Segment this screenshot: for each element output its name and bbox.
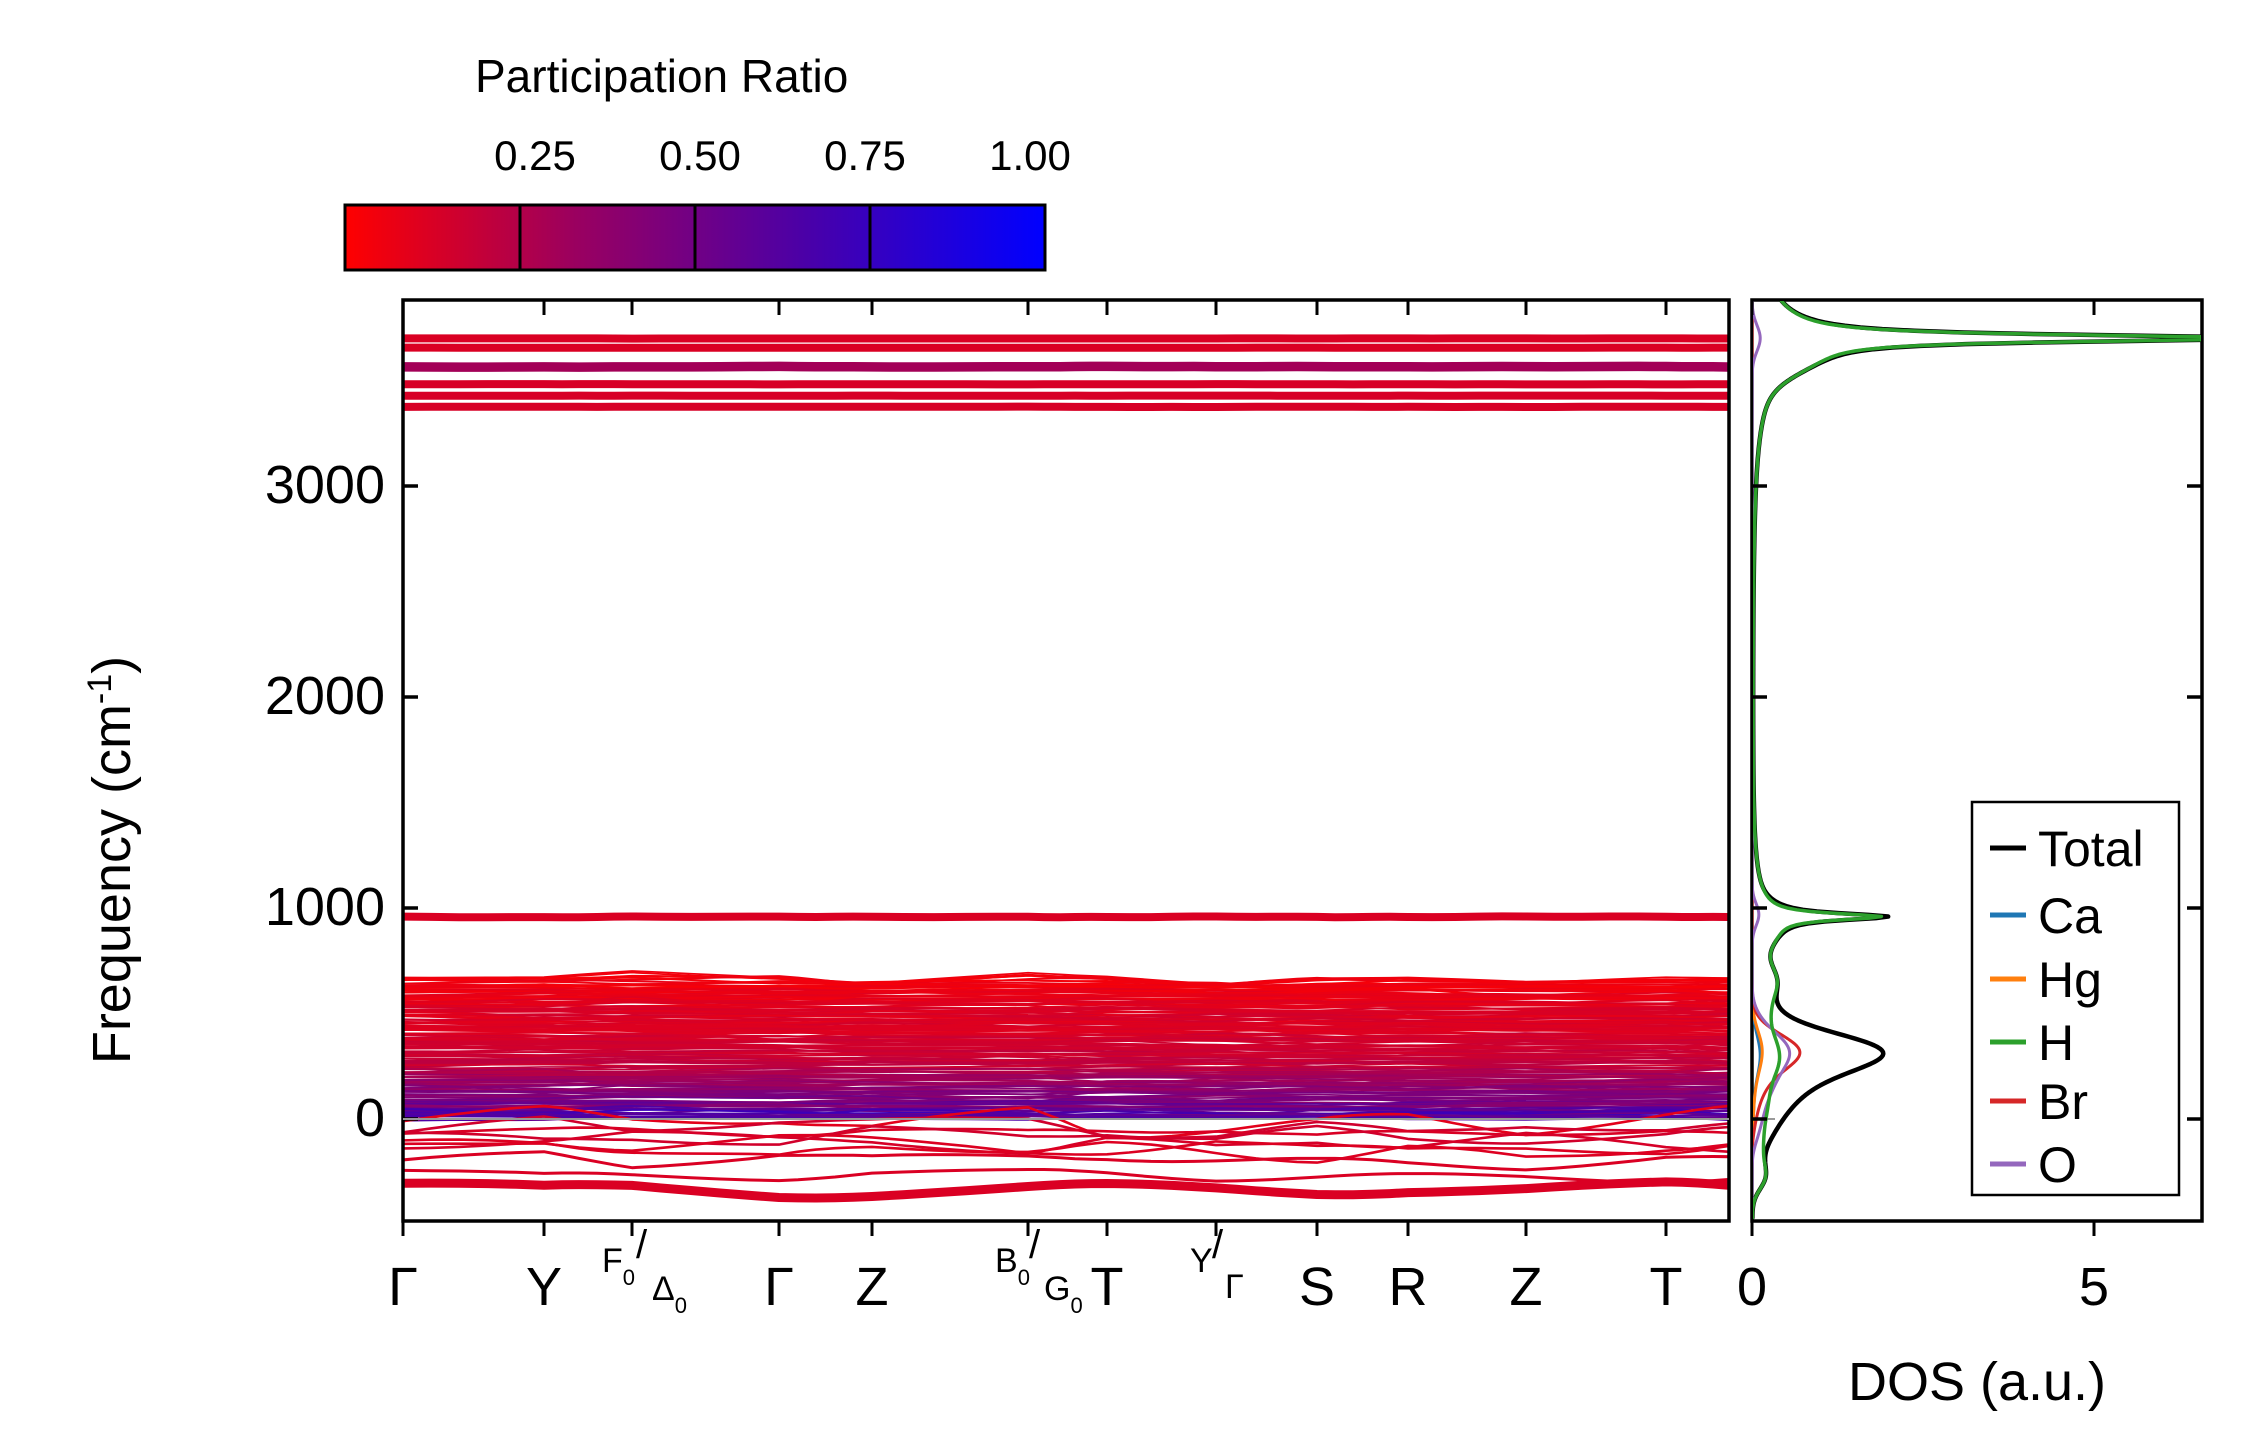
svg-text:O: O [2038,1137,2077,1193]
svg-text:Hg: Hg [2038,952,2102,1008]
svg-text:Γ: Γ [388,1257,418,1317]
svg-text:Γ: Γ [764,1257,794,1317]
svg-text:0.25: 0.25 [494,132,576,179]
svg-text:Br: Br [2038,1074,2088,1130]
svg-text:1000: 1000 [265,877,385,937]
svg-text:Γ: Γ [1225,1268,1244,1306]
svg-text:Z: Z [856,1257,889,1317]
svg-text:Y: Y [526,1257,562,1317]
svg-text:R: R [1389,1257,1428,1317]
svg-text:Z: Z [1510,1257,1543,1317]
svg-text:Frequency (cm-1): Frequency (cm-1) [81,656,142,1064]
svg-text:/: / [636,1223,648,1267]
svg-text:Y: Y [1190,1242,1213,1280]
svg-text:1.00: 1.00 [989,132,1071,179]
svg-text:H: H [2038,1015,2074,1071]
svg-text:Participation Ratio: Participation Ratio [475,50,848,102]
svg-text:0: 0 [1737,1257,1767,1317]
svg-text:Ca: Ca [2038,888,2102,944]
svg-text:5: 5 [2079,1257,2109,1317]
svg-text:0: 0 [355,1088,385,1148]
svg-text:3000: 3000 [265,455,385,515]
svg-text:T: T [1650,1257,1683,1317]
svg-text:T: T [1091,1257,1124,1317]
svg-text:/: / [1029,1223,1041,1267]
svg-text:0.75: 0.75 [824,132,906,179]
svg-text:/: / [1212,1223,1224,1267]
svg-text:DOS (a.u.): DOS (a.u.) [1848,1352,2106,1412]
svg-text:S: S [1299,1257,1335,1317]
svg-text:0.50: 0.50 [659,132,741,179]
svg-text:Total: Total [2038,821,2144,877]
svg-text:2000: 2000 [265,666,385,726]
